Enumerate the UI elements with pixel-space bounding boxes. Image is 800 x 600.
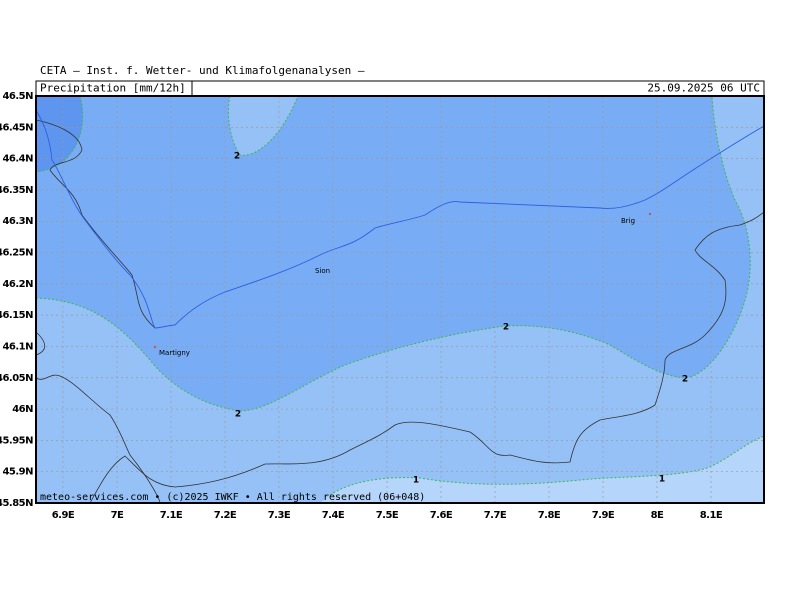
lat-label: 46.1N: [2, 341, 33, 352]
lat-label: 46.3N: [2, 216, 33, 227]
map-frame: [35, 95, 765, 504]
axis-labels: 46.5N 46.45N 46.4N 46.35N 46.3N 46.25N 46.2N 46…: [0, 91, 723, 521]
contour-label: 1: [413, 476, 419, 486]
lat-label: 46.2N: [2, 279, 33, 290]
source-title: CETA — Inst. f. Wetter- und Klimafolgena…: [40, 64, 365, 77]
contour-label: 1: [659, 475, 665, 485]
lat-label: 46.45N: [0, 122, 33, 133]
lat-label: 45.95N: [0, 435, 33, 446]
lon-label: 7.3E: [268, 510, 291, 521]
lon-label: 7.6E: [430, 510, 453, 521]
map-title: Precipitation [mm/12h]: [40, 82, 186, 95]
lon-label: 7.1E: [160, 510, 183, 521]
lon-label: 7.8E: [538, 510, 561, 521]
border-line: [89, 211, 764, 503]
lat-label: 46.4N: [2, 154, 33, 165]
lon-label: 7.5E: [376, 510, 399, 521]
place-marker: [153, 345, 157, 349]
lon-label: 7.2E: [214, 510, 237, 521]
field-high: [36, 96, 83, 172]
place-label: Brig: [621, 217, 635, 225]
lon-label: 8.1E: [700, 510, 723, 521]
contour-label: 2: [682, 375, 688, 385]
place-label: Sion: [315, 267, 330, 275]
river: [36, 109, 764, 329]
field-2mm: [36, 96, 751, 411]
lon-label: 6.9E: [52, 510, 75, 521]
lat-label: 45.85N: [0, 498, 33, 509]
contour-label: 2: [234, 152, 240, 162]
lat-label: 46.25N: [0, 248, 33, 259]
lon-label: 7.9E: [592, 510, 615, 521]
lat-label: 45.9N: [2, 467, 33, 478]
lat-label: 46.5N: [2, 91, 33, 102]
lat-label: 46.15N: [0, 310, 33, 321]
contour-line: [36, 96, 751, 412]
lat-label: 46.05N: [0, 373, 33, 384]
lon-label: 7E: [111, 510, 124, 521]
border-line: [36, 119, 156, 329]
valid-time: 25.09.2025 06 UTC: [647, 82, 760, 95]
lon-label: 8E: [651, 510, 664, 521]
lat-label: 46N: [12, 404, 33, 415]
contour-line: [329, 435, 764, 496]
place-label: Martigny: [159, 349, 190, 357]
place-marker: [648, 212, 652, 216]
lat-label: 46.35N: [0, 185, 33, 196]
contour-line: [227, 96, 299, 156]
grid: [36, 96, 764, 503]
contour-label: 2: [235, 410, 241, 420]
lon-label: 7.7E: [484, 510, 507, 521]
lon-label: 7.4E: [322, 510, 345, 521]
map-area: Sion Martigny Brig 2 2 2 2 1 1 meteo-ser…: [36, 96, 764, 503]
contour-label: 2: [503, 323, 509, 333]
footer: meteo-services.com • (c)2025 IWKF • All …: [40, 492, 425, 503]
